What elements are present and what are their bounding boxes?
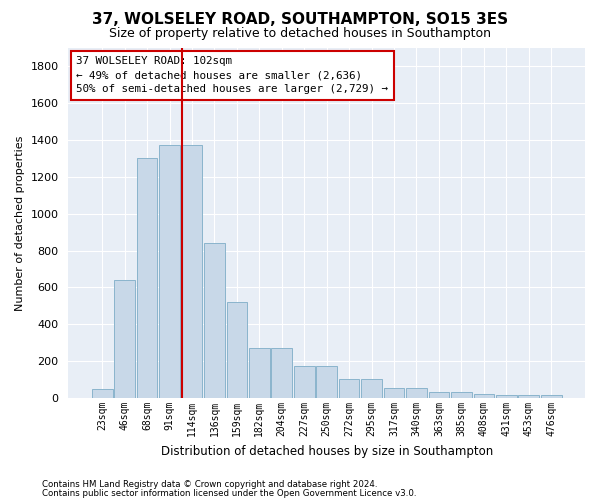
Bar	[294, 366, 314, 398]
Text: Size of property relative to detached houses in Southampton: Size of property relative to detached ho…	[109, 28, 491, 40]
Bar	[316, 366, 337, 398]
Bar	[384, 388, 404, 398]
Bar	[182, 146, 202, 398]
Text: Contains HM Land Registry data © Crown copyright and database right 2024.: Contains HM Land Registry data © Crown c…	[42, 480, 377, 489]
Y-axis label: Number of detached properties: Number of detached properties	[15, 135, 25, 310]
Bar	[541, 396, 562, 398]
Text: Contains public sector information licensed under the Open Government Licence v3: Contains public sector information licen…	[42, 489, 416, 498]
Bar	[339, 379, 359, 398]
Bar	[406, 388, 427, 398]
Bar	[92, 389, 113, 398]
Bar	[451, 392, 472, 398]
Bar	[115, 280, 135, 398]
Bar	[428, 392, 449, 398]
Bar	[204, 243, 225, 398]
Bar	[137, 158, 157, 398]
Bar	[227, 302, 247, 398]
Bar	[361, 379, 382, 398]
Bar	[473, 394, 494, 398]
Bar	[496, 396, 517, 398]
X-axis label: Distribution of detached houses by size in Southampton: Distribution of detached houses by size …	[161, 444, 493, 458]
Text: 37 WOLSELEY ROAD: 102sqm
← 49% of detached houses are smaller (2,636)
50% of sem: 37 WOLSELEY ROAD: 102sqm ← 49% of detach…	[76, 56, 388, 94]
Text: 37, WOLSELEY ROAD, SOUTHAMPTON, SO15 3ES: 37, WOLSELEY ROAD, SOUTHAMPTON, SO15 3ES	[92, 12, 508, 28]
Bar	[518, 396, 539, 398]
Bar	[249, 348, 269, 398]
Bar	[271, 348, 292, 398]
Bar	[159, 146, 180, 398]
